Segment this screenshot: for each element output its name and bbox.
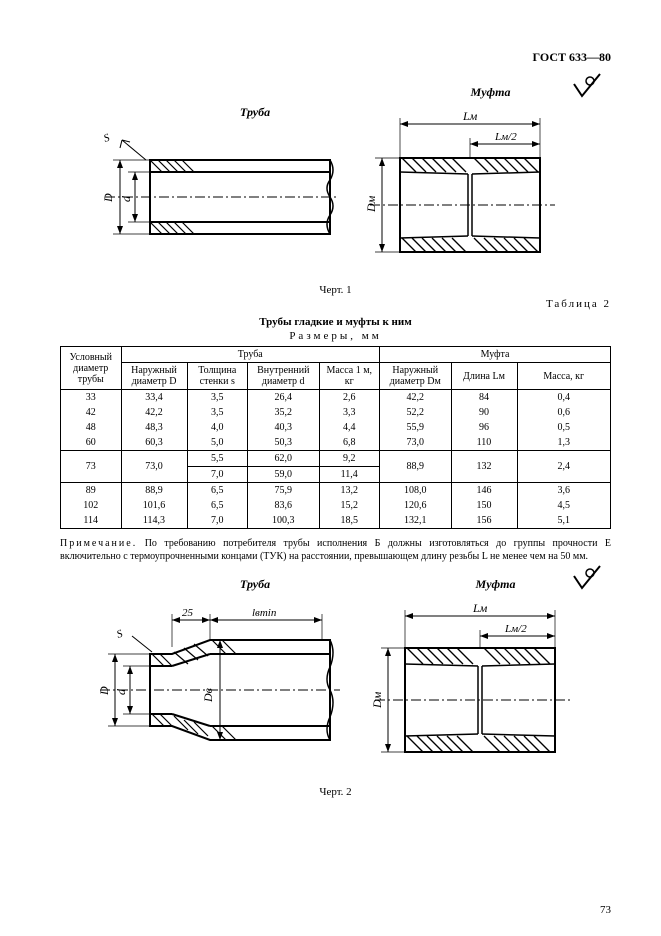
svg-text:Dм: Dм	[370, 691, 384, 709]
svg-text:Dм: Dм	[364, 195, 378, 213]
svg-text:Lм: Lм	[462, 109, 478, 123]
surface-mark-icon	[570, 70, 606, 100]
svg-text:D: D	[101, 193, 115, 203]
fig2-tube-label: Труба	[160, 577, 350, 592]
standard-number: ГОСТ 633—80	[533, 50, 612, 65]
svg-text:S: S	[115, 628, 124, 641]
table2: Условный диаметр трубы Труба Муфта Наруж…	[60, 346, 611, 529]
svg-text:D: D	[97, 686, 111, 696]
table2-caption: Таблица 2	[60, 298, 611, 310]
table2-title: Трубы гладкие и муфты к ним	[60, 316, 611, 328]
fig1-caption: Черт. 1	[60, 284, 611, 296]
fig1-coupling-drawing: Lм Lм/2	[340, 100, 600, 280]
svg-text:d: d	[119, 195, 133, 202]
svg-text:Lм: Lм	[472, 601, 488, 615]
svg-text:Dв: Dв	[201, 688, 215, 703]
surface-mark-icon	[570, 562, 606, 592]
table2-note: Примечание. По требованию потребителя тр…	[60, 537, 611, 563]
page-number: 73	[600, 904, 611, 916]
svg-text:Lм/2: Lм/2	[504, 623, 527, 635]
svg-text:d: d	[114, 688, 128, 695]
fig1-tube-drawing: S	[60, 120, 340, 280]
fig2-coupling-drawing: Lм Lм/2	[350, 592, 610, 782]
table2-subtitle: Размеры, мм	[60, 330, 611, 342]
svg-text:Lм/2: Lм/2	[494, 131, 517, 143]
svg-text:S: S	[102, 132, 111, 145]
svg-text:lвmin: lвmin	[252, 607, 277, 619]
fig2-tube-drawing: 25 lвmin S	[60, 592, 350, 782]
fig1-tube-label: Труба	[170, 105, 340, 120]
svg-text:25: 25	[182, 607, 194, 619]
fig2-caption: Черт. 2	[60, 786, 611, 798]
